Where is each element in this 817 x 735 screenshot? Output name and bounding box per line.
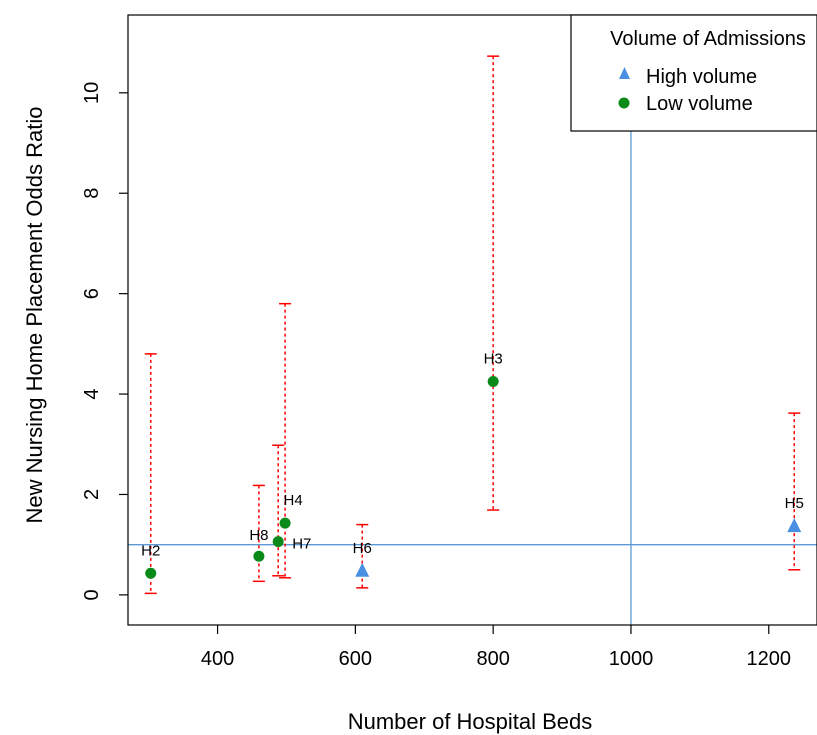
point-label-h5: H5 (785, 495, 804, 512)
x-axis-label: Number of Hospital Beds (348, 709, 593, 734)
plot-frame (127, 14, 817, 626)
y-axis-label: New Nursing Home Placement Odds Ratio (22, 107, 47, 524)
point-label-h6: H6 (353, 540, 372, 557)
y-tick-label: 4 (81, 388, 103, 399)
circle-marker-icon (618, 97, 630, 109)
y-tick-label: 8 (81, 188, 103, 199)
x-tick-label: 800 (476, 648, 509, 670)
x-tick-label: 400 (201, 648, 234, 670)
point-h5 (787, 518, 802, 533)
point-label-h7: H7 (292, 536, 311, 553)
point-label-h4: H4 (283, 492, 302, 509)
axes: 400 600 800 1000 1200 0 2 4 6 8 10 (81, 14, 817, 670)
point-h2 (145, 567, 157, 579)
point-label-h8: H8 (249, 527, 268, 544)
y-tick-label: 2 (81, 489, 103, 500)
triangle-marker-icon (619, 67, 630, 79)
legend-item-low-volume: Low volume (618, 93, 753, 115)
y-tick-label: 10 (81, 82, 103, 104)
legend-title: Volume of Admissions (610, 28, 806, 50)
point-h7 (272, 536, 284, 548)
legend: Volume of Admissions High volume Low vol… (570, 14, 817, 132)
point-label-h2: H2 (141, 542, 160, 559)
point-h3 (487, 376, 499, 388)
point-h4 (279, 517, 291, 529)
y-tick-label: 0 (81, 589, 103, 600)
x-tick-label: 1000 (609, 648, 654, 670)
y-tick-label: 6 (81, 288, 103, 299)
point-h8 (253, 550, 265, 562)
plot-area: H6 H5 H2 H8 H7 H4 H3 (128, 15, 817, 625)
point-h6 (355, 562, 370, 577)
point-label-h3: H3 (484, 351, 503, 368)
legend-label-high-volume: High volume (646, 66, 757, 88)
legend-box (570, 14, 817, 132)
x-tick-label: 1200 (747, 648, 792, 670)
legend-label-low-volume: Low volume (646, 93, 753, 115)
x-tick-label: 600 (339, 648, 372, 670)
legend-item-high-volume: High volume (619, 66, 757, 88)
